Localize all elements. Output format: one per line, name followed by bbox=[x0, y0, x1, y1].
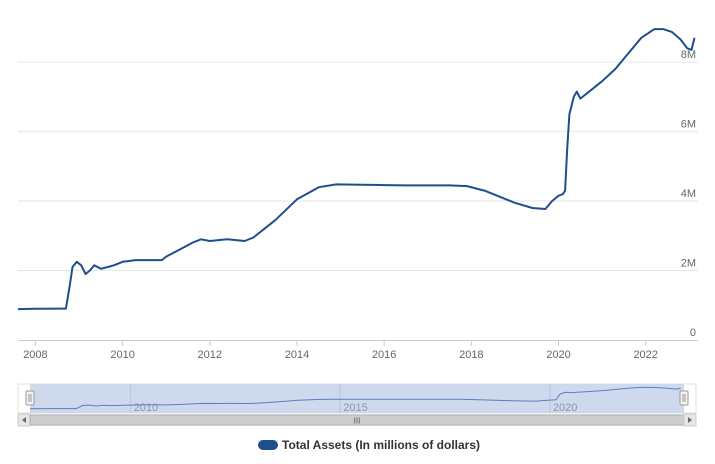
navigator-right-handle[interactable] bbox=[679, 390, 689, 406]
x-axis-tick-marks bbox=[34, 340, 647, 346]
x-tick-label: 2014 bbox=[285, 349, 309, 361]
navigator-tick-label: 2020 bbox=[553, 402, 577, 414]
scrollbar-right-button[interactable] bbox=[683, 413, 697, 427]
navigator[interactable]: 2010 2015 2020 bbox=[17, 383, 697, 414]
legend-label: Total Assets (In millions of dollars) bbox=[282, 438, 481, 452]
x-tick-label: 2016 bbox=[372, 349, 396, 361]
navigator-left-handle[interactable] bbox=[25, 390, 35, 406]
x-tick-label: 2012 bbox=[198, 349, 222, 361]
scrollbar[interactable]: III bbox=[17, 413, 697, 427]
legend-item-total-assets[interactable]: Total Assets (In millions of dollars) bbox=[258, 436, 480, 454]
y-axis-tick-labels: 0 2M 4M 6M 8M bbox=[681, 49, 696, 339]
series-line-total-assets bbox=[17, 28, 696, 311]
x-tick-label: 2010 bbox=[110, 349, 134, 361]
y-tick-label: 8M bbox=[681, 49, 696, 61]
navigator-series-line bbox=[29, 386, 681, 410]
x-tick-label: 2020 bbox=[546, 349, 570, 361]
navigator-tick-label: 2010 bbox=[134, 402, 158, 414]
y-tick-label: 6M bbox=[681, 119, 696, 131]
x-tick-label: 2018 bbox=[459, 349, 483, 361]
x-tick-label: 2008 bbox=[23, 349, 47, 361]
scrollbar-grip[interactable]: III bbox=[354, 417, 361, 426]
navigator-tick-label: 2015 bbox=[343, 402, 367, 414]
y-tick-label: 2M bbox=[681, 258, 696, 270]
x-axis-tick-labels: 2008 2010 2012 2014 2016 2018 2020 2022 bbox=[23, 349, 658, 361]
navigator-selected-range[interactable] bbox=[30, 384, 684, 413]
scrollbar-left-button[interactable] bbox=[17, 413, 31, 427]
x-tick-label: 2022 bbox=[633, 349, 657, 361]
y-gridlines bbox=[18, 61, 698, 272]
y-tick-label: 4M bbox=[681, 188, 696, 200]
legend-swatch bbox=[258, 440, 278, 450]
y-tick-label: 0 bbox=[690, 327, 696, 339]
